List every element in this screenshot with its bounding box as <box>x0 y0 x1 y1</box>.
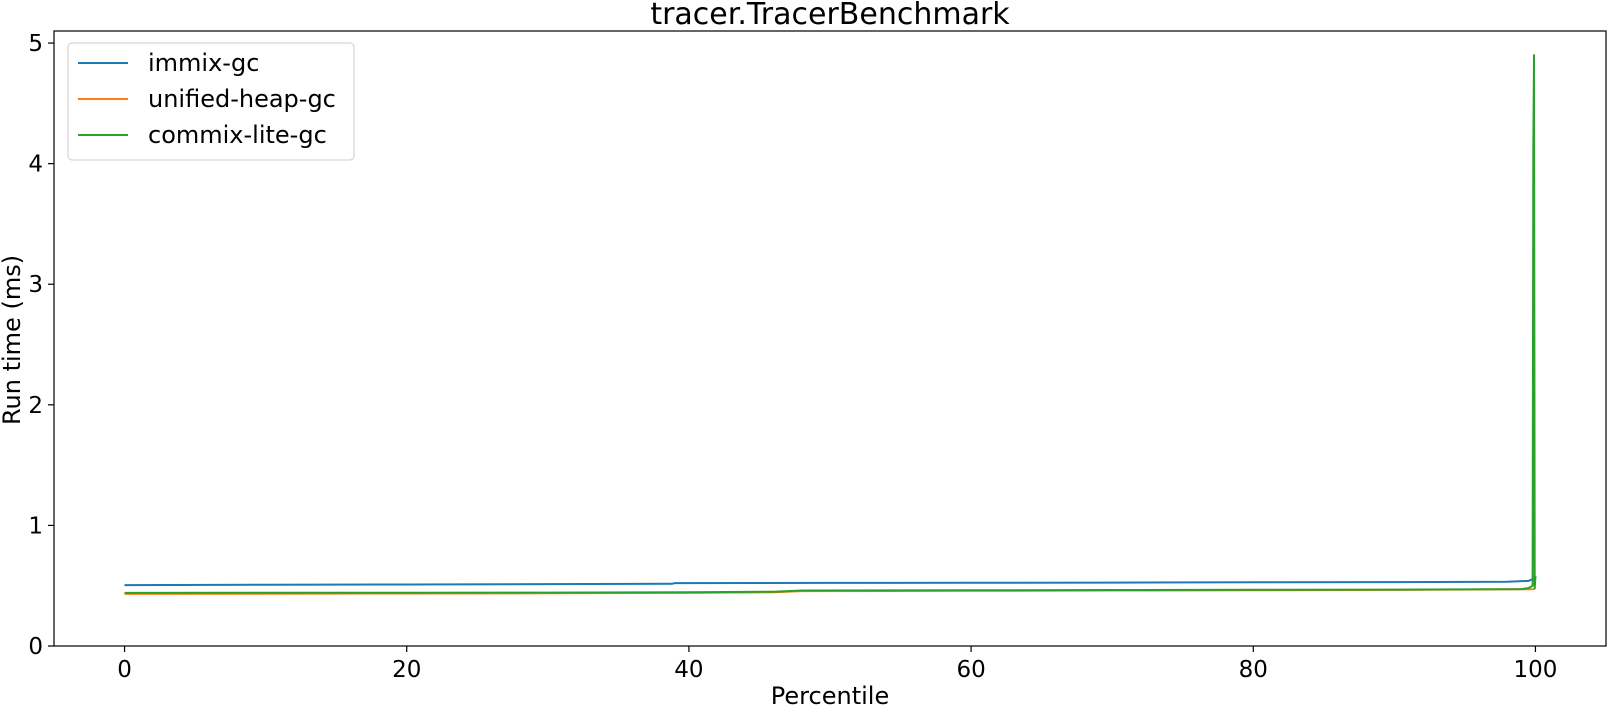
y-tick-label: 1 <box>28 513 43 539</box>
x-axis-label: Percentile <box>771 682 889 710</box>
y-tick-label: 4 <box>28 152 43 178</box>
x-tick-label: 100 <box>1514 657 1558 683</box>
axis-ticks: 0 20 40 60 80 100 0 1 2 3 4 5 <box>28 31 1557 683</box>
y-axis-label: Run time (ms) <box>0 255 26 425</box>
x-tick-label: 80 <box>1239 657 1268 683</box>
legend: immix-gc unified-heap-gc commix-lite-gc <box>67 42 355 161</box>
series-line-2 <box>124 54 1537 594</box>
y-tick-label: 2 <box>28 393 43 419</box>
legend-label-1: unified-heap-gc <box>148 85 336 113</box>
series-line-0 <box>124 576 1537 587</box>
y-tick-label: 5 <box>28 31 43 57</box>
plot-lines <box>124 54 1537 595</box>
x-tick-label: 60 <box>956 657 985 683</box>
legend-label-2: commix-lite-gc <box>148 121 327 149</box>
y-tick-label: 3 <box>28 272 43 298</box>
legend-label-0: immix-gc <box>148 49 259 77</box>
y-tick-label: 0 <box>28 634 43 660</box>
x-tick-label: 20 <box>392 657 421 683</box>
x-tick-label: 40 <box>674 657 703 683</box>
legend-box <box>67 42 355 161</box>
chart-title: tracer.TracerBenchmark <box>650 0 1010 32</box>
x-tick-label: 0 <box>117 657 132 683</box>
plot-frame <box>53 30 1607 647</box>
